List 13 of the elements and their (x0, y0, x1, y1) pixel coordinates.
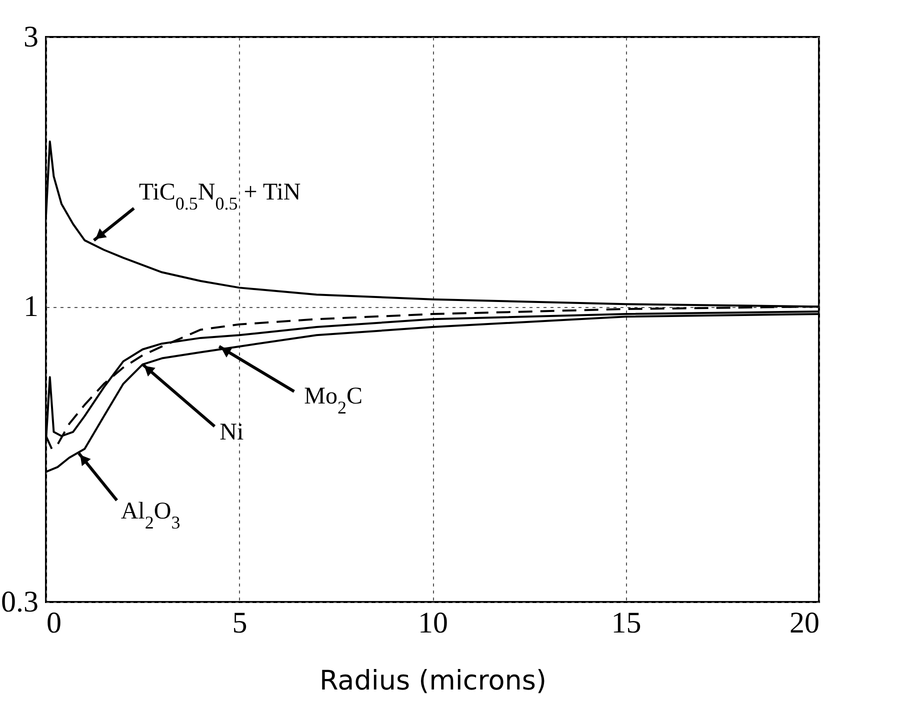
x-tick-label: 15 (611, 606, 642, 640)
x-tick-label: 10 (418, 606, 448, 640)
annotation: Ni (220, 419, 244, 446)
x-tick-label: 20 (790, 606, 820, 640)
y-tick-label: 0.3 (1, 586, 38, 618)
annotation: Mo$_{2}$C (304, 383, 363, 418)
y-tick-label: 3 (24, 20, 38, 54)
x-axis-title: Radius (microns) (319, 666, 547, 696)
x-tick-label: 0 (46, 606, 62, 640)
x-tick-label: 5 (232, 606, 248, 640)
annotation: Al$_{2}$O$_{3}$ (120, 498, 180, 532)
y-tick-label: 1 (24, 290, 38, 324)
annotation: TiC$_{0.5}$N$_{0.5}$ + TiN (138, 179, 301, 214)
